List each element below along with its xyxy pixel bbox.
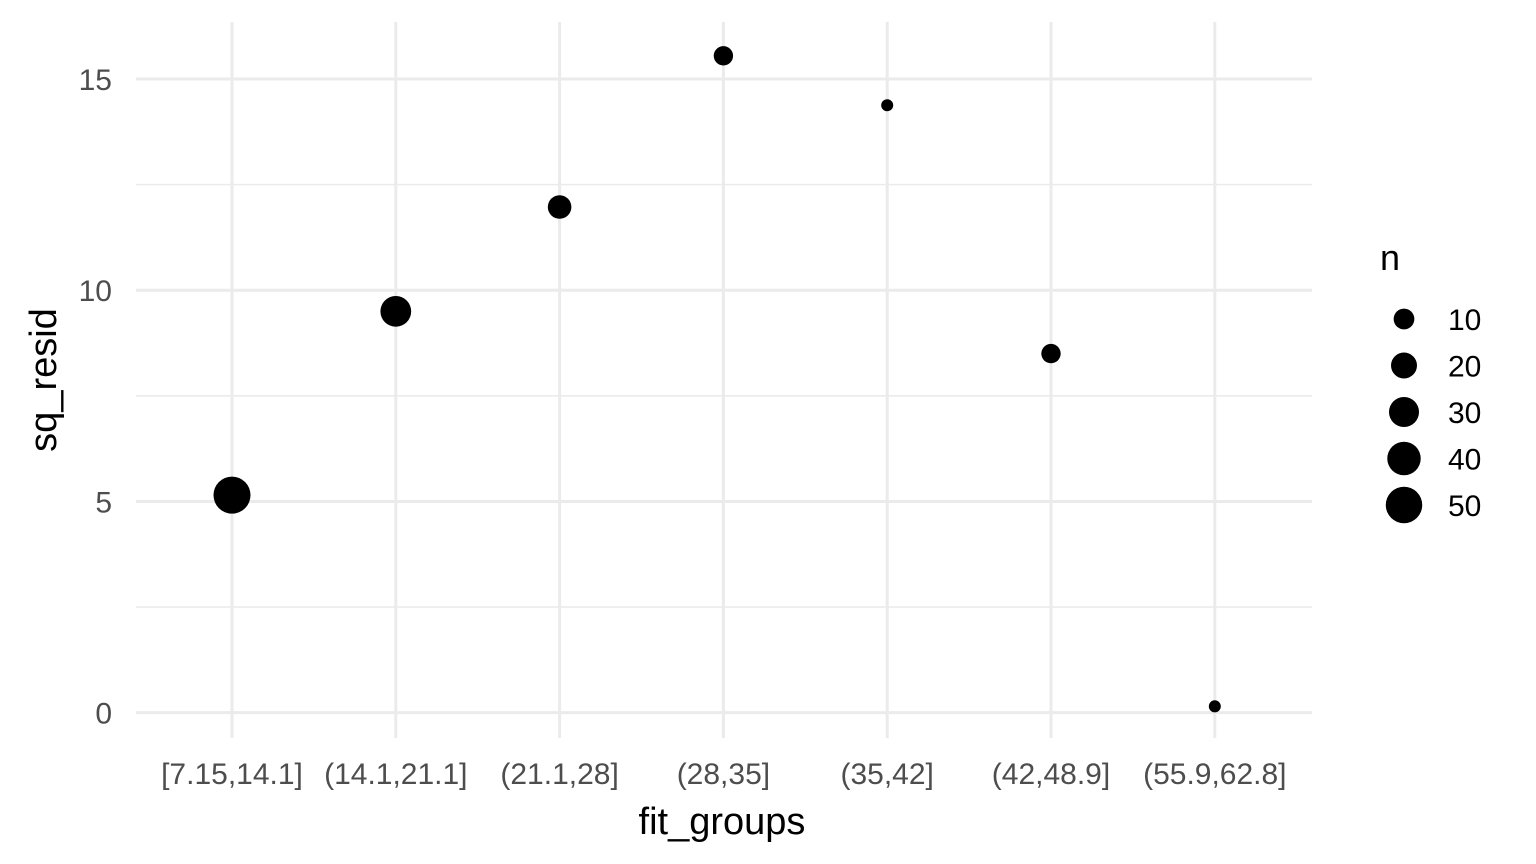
size-legend: n 10 20 30 40 50: [1380, 237, 1481, 524]
y-axis-ticks: 0 5 10 15: [79, 64, 112, 731]
x-axis-ticks: [7.15,14.1] (14.1,21.1] (21.1,28] (28,35] (3…: [161, 758, 1286, 791]
x-tick-label: (28,35]: [677, 758, 770, 791]
legend-label: 10: [1448, 304, 1481, 337]
legend-label: 30: [1448, 397, 1481, 430]
legend-title: n: [1380, 237, 1400, 278]
data-point: [213, 476, 251, 514]
data-point: [380, 295, 412, 327]
legend-items: 10 20 30 40 50: [1385, 304, 1481, 524]
legend-label: 40: [1448, 444, 1481, 477]
x-tick-label: [7.15,14.1]: [161, 758, 303, 791]
y-tick-label: 0: [95, 698, 112, 731]
grid-lines: [136, 22, 1312, 738]
y-axis-title: sq_resid: [23, 308, 65, 452]
y-tick-label: 10: [79, 275, 112, 308]
x-axis-title: fit_groups: [639, 801, 806, 843]
legend-key: [1388, 396, 1420, 428]
data-point: [1041, 343, 1061, 364]
data-point: [547, 195, 572, 219]
legend-key: [1387, 441, 1421, 476]
y-tick-label: 15: [79, 64, 112, 97]
data-point: [1208, 700, 1221, 713]
legend-key: [1391, 352, 1417, 379]
legend-key: [1385, 486, 1423, 524]
y-tick-label: 5: [95, 486, 112, 519]
x-tick-label: (21.1,28]: [500, 758, 618, 791]
legend-label: 50: [1448, 490, 1481, 523]
x-tick-label: (14.1,21.1]: [324, 758, 467, 791]
data-point: [713, 46, 734, 66]
data-points: [213, 46, 1221, 713]
x-tick-label: (55.9,62.8]: [1143, 758, 1286, 791]
legend-label: 20: [1448, 351, 1481, 384]
x-tick-label: (35,42]: [840, 758, 933, 791]
data-point: [881, 99, 894, 112]
legend-key: [1393, 308, 1415, 330]
x-tick-label: (42,48.9]: [992, 758, 1110, 791]
